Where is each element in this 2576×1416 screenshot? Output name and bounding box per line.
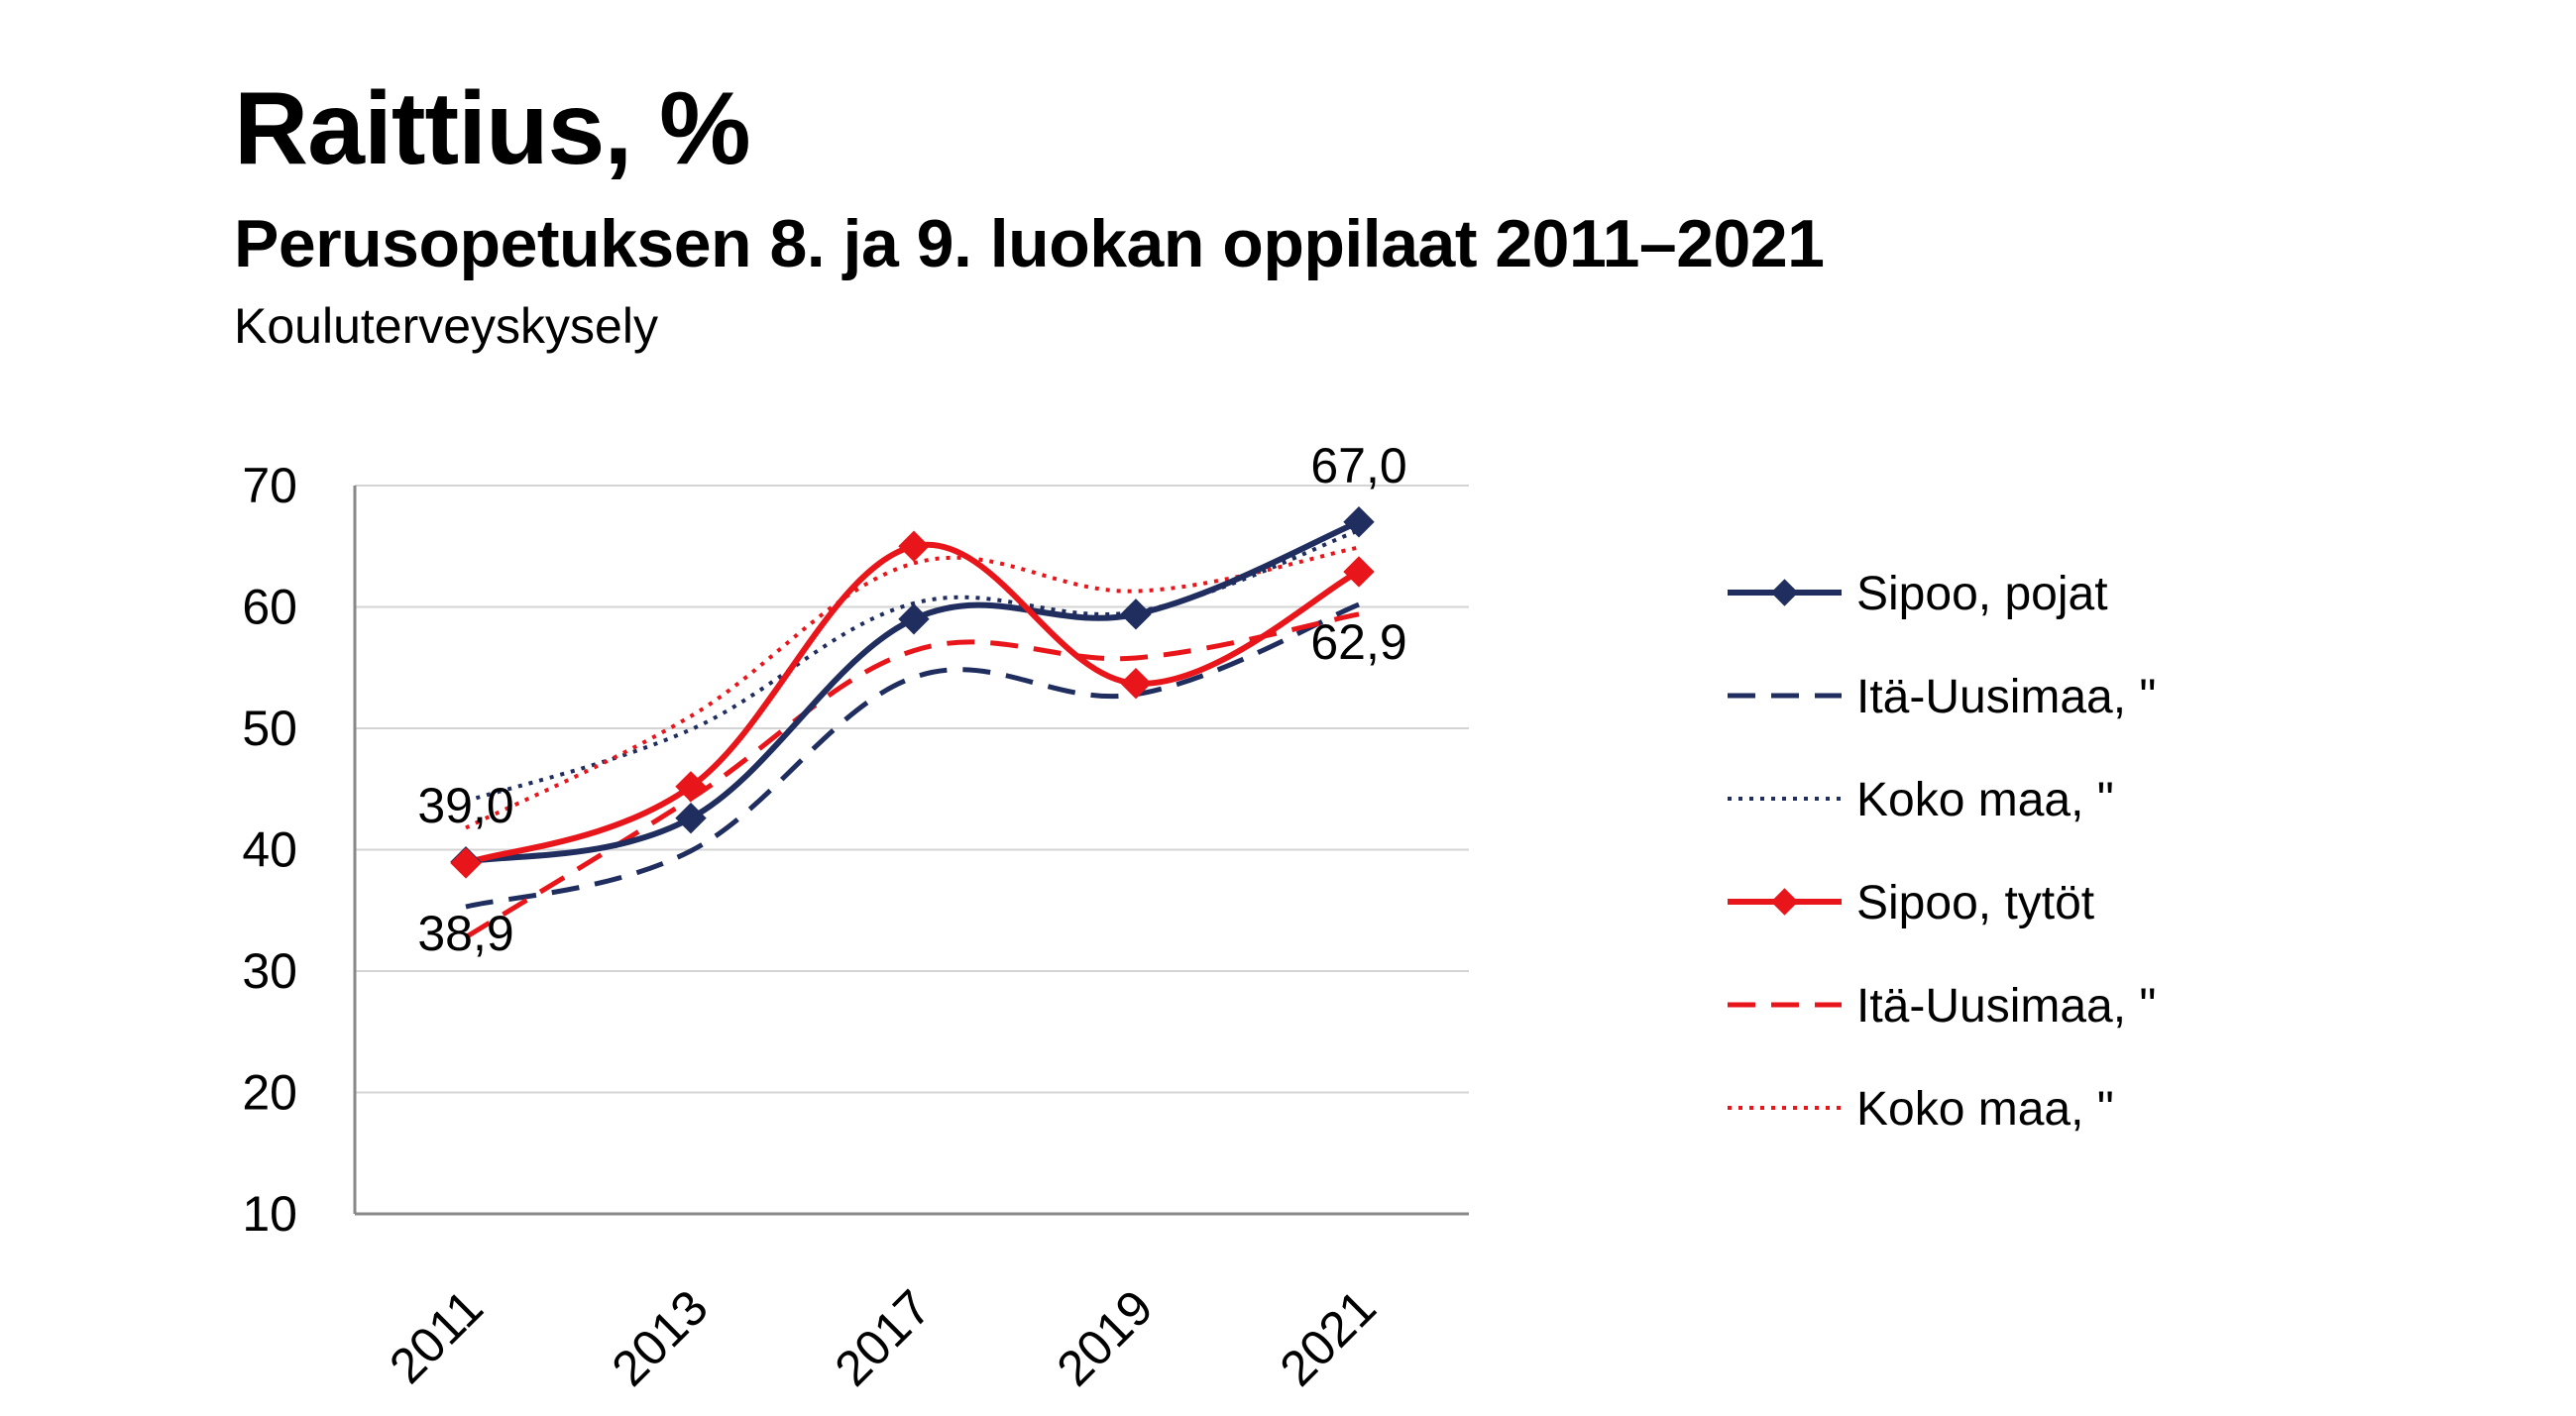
y-tick-label-10: 10	[242, 1186, 297, 1242]
chart-source: Kouluterveyskysely	[234, 298, 658, 354]
x-tick-label-2017: 2017	[825, 1279, 942, 1396]
legend-item-1: Itä-Uusimaa, "	[1728, 671, 2156, 723]
chart-title: Raittius, %	[234, 71, 751, 186]
x-tick-label-2019: 2019	[1047, 1279, 1164, 1396]
legend-label-4: Itä-Uusimaa, "	[1856, 980, 2156, 1033]
marker-s3-2011	[450, 847, 482, 879]
legend-item-2: Koko maa, "	[1728, 774, 2114, 826]
chart-titles: Raittius, % Perusopetuksen 8. ja 9. luok…	[234, 71, 1825, 354]
marker-s0-2017	[898, 603, 930, 635]
marker-s0-2019	[1120, 599, 1152, 630]
y-tick-label-30: 30	[242, 943, 297, 999]
data-label-0: 39,0	[417, 778, 513, 833]
legend-label-5: Koko maa, "	[1856, 1083, 2114, 1136]
legend-label-3: Sipoo, tytöt	[1856, 877, 2094, 929]
y-tick-label-60: 60	[242, 580, 297, 635]
marker-s3-2013	[675, 771, 707, 803]
marker-s0-2013	[675, 802, 707, 834]
series-lines	[464, 518, 1361, 939]
series-line-5	[465, 545, 1360, 830]
series-line-3	[465, 541, 1361, 866]
series-markers	[450, 506, 1375, 879]
data-label-1: 38,9	[417, 906, 513, 961]
marker-s0-2021	[1343, 506, 1375, 538]
x-tick-label-2021: 2021	[1270, 1279, 1387, 1396]
legend-label-2: Koko maa, "	[1856, 774, 2114, 826]
legend-label-1: Itä-Uusimaa, "	[1856, 671, 2156, 723]
x-tick-label-2013: 2013	[602, 1279, 719, 1396]
y-tick-label-20: 20	[242, 1065, 297, 1121]
chart-subtitle: Perusopetuksen 8. ja 9. luokan oppilaat …	[234, 206, 1825, 281]
data-label-2: 67,0	[1310, 438, 1406, 493]
legend-item-0: Sipoo, pojat	[1728, 568, 2108, 620]
x-tick-label-2011: 2011	[379, 1279, 494, 1394]
y-tick-label-50: 50	[242, 701, 297, 756]
series-line-1	[465, 601, 1360, 910]
gridlines	[355, 485, 1469, 1094]
legend-label-0: Sipoo, pojat	[1856, 568, 2108, 620]
y-tick-label-70: 70	[242, 458, 297, 513]
legend-item-5: Koko maa, "	[1728, 1083, 2114, 1136]
legend-marker-3	[1770, 888, 1799, 916]
legend-marker-0	[1770, 579, 1799, 606]
legend-item-4: Itä-Uusimaa, "	[1728, 980, 2156, 1033]
marker-s3-2017	[898, 530, 930, 562]
marker-s3-2019	[1120, 667, 1152, 700]
data-label-3: 62,9	[1310, 614, 1406, 670]
legend-item-3: Sipoo, tytöt	[1728, 877, 2094, 929]
series-line-0	[465, 518, 1361, 865]
legend: Sipoo, pojat Itä-Uusimaa, " Koko maa, " Sip…	[1728, 568, 2156, 1136]
data-labels: 39,0 38,9 67,0 62,9	[417, 438, 1406, 961]
marker-s3-2021	[1343, 556, 1375, 588]
series-line-4	[464, 611, 1360, 939]
y-tick-label-40: 40	[242, 822, 297, 878]
